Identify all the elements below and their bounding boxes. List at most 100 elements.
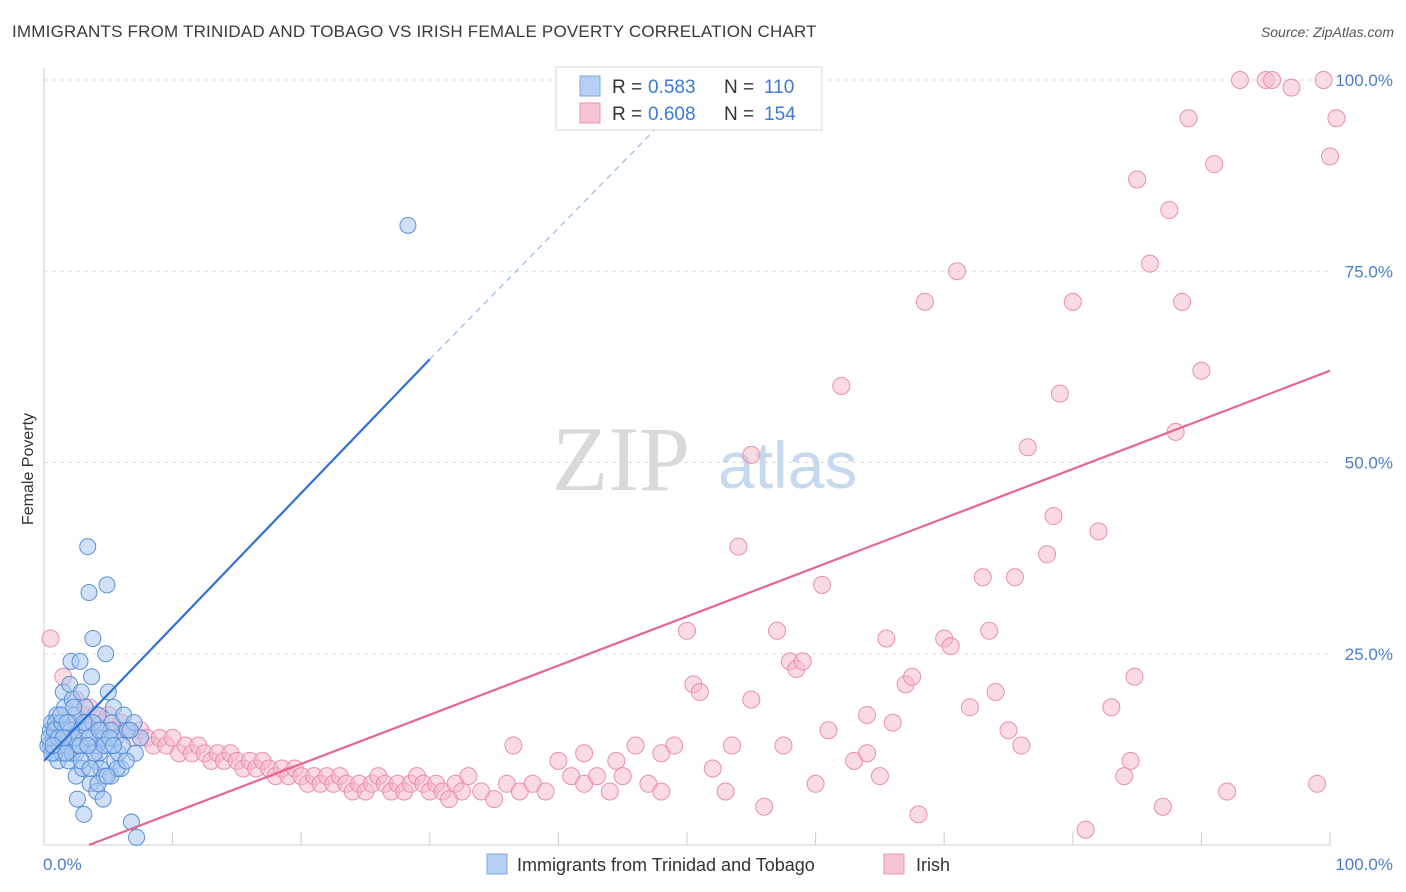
irish-point: [1102, 698, 1121, 717]
irish-point: [1089, 522, 1108, 541]
irish-point: [1121, 751, 1140, 770]
bottom-legend-pink-swatch: [883, 853, 905, 875]
legend-blue-n: 110: [764, 77, 794, 98]
bottom-legend-pink-label: Irish: [916, 855, 950, 875]
trinidad-point: [65, 698, 83, 716]
y-tick-label: 50.0%: [1345, 454, 1393, 473]
trinidad-point: [75, 714, 93, 732]
watermark-zip: ZIP: [552, 408, 690, 510]
series-legend: Immigrants from Trinidad and Tobago Iris…: [486, 853, 950, 875]
irish-point: [915, 292, 934, 311]
y-tick-label: 100.0%: [1335, 71, 1393, 90]
irish-point: [793, 652, 812, 671]
irish-point: [1205, 155, 1224, 174]
watermark-atlas: atlas: [718, 428, 857, 502]
irish-point: [1218, 782, 1237, 801]
irish-point: [948, 262, 967, 281]
irish-point: [941, 637, 960, 656]
irish-point: [607, 751, 626, 770]
irish-point: [832, 377, 851, 395]
legend-n-label: N =: [724, 77, 754, 98]
trinidad-trend-line: [43, 358, 431, 762]
irish-point: [1063, 292, 1082, 311]
irish-point: [452, 782, 471, 801]
irish-point: [1282, 78, 1301, 97]
irish-point: [819, 721, 838, 740]
irish-point: [1125, 667, 1144, 686]
trinidad-point: [94, 790, 112, 808]
trinidad-point: [68, 790, 86, 808]
chart-title: IMMIGRANTS FROM TRINIDAD AND TOBAGO VS I…: [12, 22, 817, 41]
irish-points: [41, 71, 1346, 839]
x-tick-label: 100.0%: [1335, 855, 1393, 874]
tick-labels: 25.0% 50.0% 75.0% 100.0% 0.0% 100.0%: [43, 71, 1393, 874]
irish-point: [1153, 797, 1172, 816]
trinidad-point: [79, 538, 97, 556]
irish-point: [806, 774, 825, 793]
irish-trend-line: [88, 369, 1331, 847]
irish-point: [1076, 820, 1095, 839]
irish-point: [1115, 767, 1134, 786]
irish-point: [1140, 254, 1159, 273]
trinidad-point: [122, 813, 140, 831]
trinidad-point: [71, 652, 89, 670]
irish-point: [1230, 71, 1249, 89]
irish-point: [1044, 507, 1063, 526]
trinidad-points: [39, 216, 417, 846]
irish-point: [909, 805, 928, 824]
trinidad-point: [81, 760, 99, 777]
irish-point: [1308, 774, 1327, 793]
irish-point: [813, 575, 832, 594]
irish-point: [626, 736, 645, 755]
bottom-legend-blue-label: Immigrants from Trinidad and Tobago: [517, 855, 815, 875]
gridlines: [44, 79, 1330, 655]
irish-point: [549, 751, 568, 770]
trinidad-point: [75, 805, 93, 823]
trend-lines: [43, 129, 1331, 847]
trinidad-point: [58, 714, 76, 732]
y-tick-label: 75.0%: [1345, 262, 1393, 281]
irish-point: [960, 698, 979, 717]
irish-point: [716, 782, 735, 801]
trinidad-point: [97, 645, 115, 663]
trinidad-point: [44, 737, 62, 755]
legend-r-label: R =: [612, 104, 642, 125]
irish-point: [1321, 147, 1339, 166]
trinidad-point: [104, 737, 122, 755]
irish-point: [723, 736, 742, 755]
irish-point: [1050, 384, 1069, 403]
irish-point: [883, 713, 902, 732]
irish-point: [774, 736, 793, 755]
legend-pink-r: 0.608: [648, 104, 696, 125]
trinidad-point: [84, 629, 102, 647]
irish-point: [877, 629, 896, 648]
irish-point: [703, 759, 722, 778]
trinidad-point: [80, 584, 98, 602]
irish-point: [652, 782, 671, 801]
irish-point: [742, 445, 761, 464]
irish-point: [678, 621, 696, 640]
irish-point: [1314, 71, 1333, 89]
irish-point: [613, 767, 632, 786]
irish-point: [575, 744, 594, 763]
trinidad-point: [98, 576, 116, 594]
irish-point: [1263, 71, 1282, 89]
irish-point: [858, 705, 877, 724]
legend-pink-swatch: [579, 102, 601, 124]
trinidad-point: [128, 828, 146, 846]
irish-point: [587, 767, 606, 786]
irish-point: [999, 721, 1018, 740]
x-tick-label: 0.0%: [43, 855, 82, 874]
irish-point: [459, 767, 478, 786]
irish-point: [652, 744, 671, 763]
irish-point: [858, 744, 877, 763]
irish-point: [742, 690, 761, 709]
y-tick-label: 25.0%: [1345, 645, 1393, 664]
watermark: ZIP atlas: [552, 408, 857, 510]
irish-point: [504, 736, 523, 755]
irish-point: [980, 621, 999, 640]
legend-r-label: R =: [612, 77, 642, 98]
trinidad-point: [399, 216, 417, 234]
axes: [43, 68, 1331, 846]
irish-point: [1005, 568, 1024, 587]
